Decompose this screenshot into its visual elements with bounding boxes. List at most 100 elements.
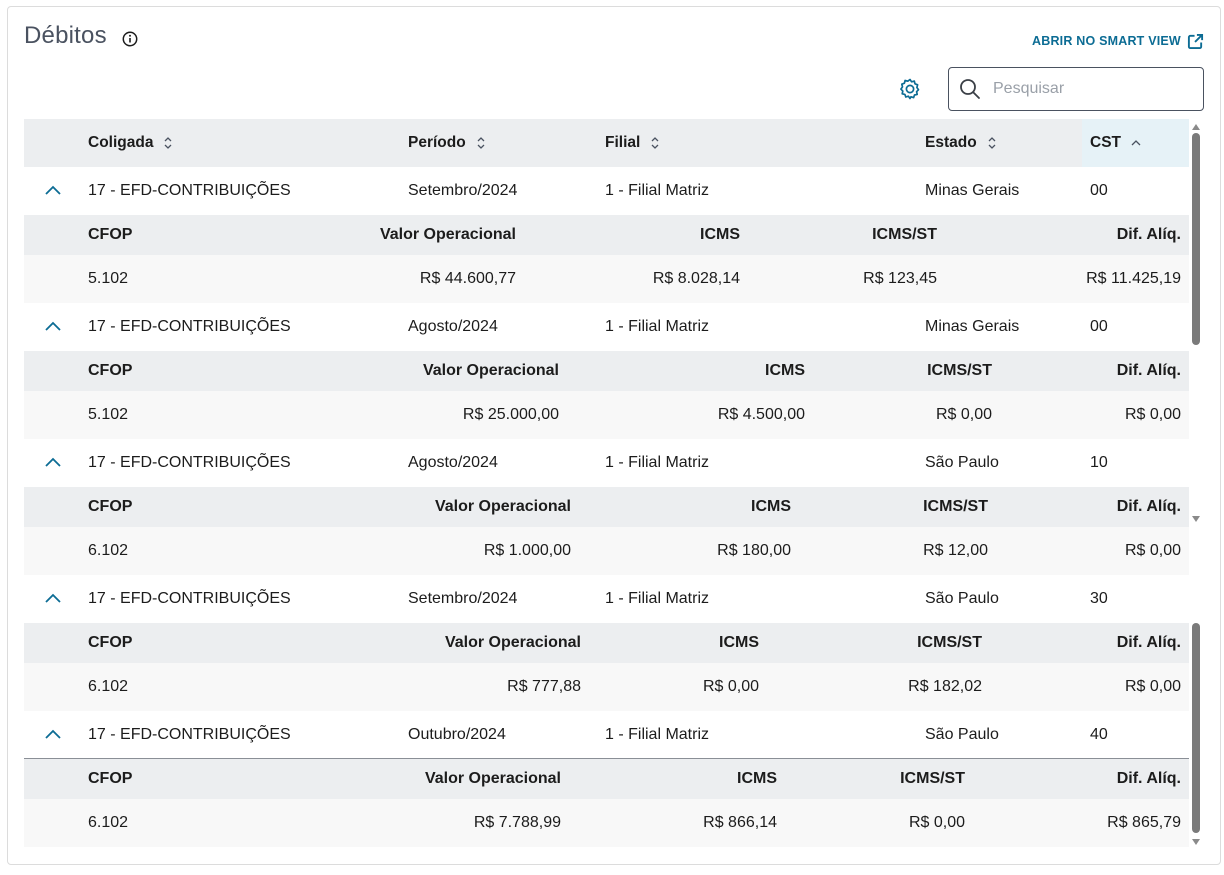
detail-header-icms-st: ICMS/ST — [923, 498, 988, 515]
collapse-row-chevron-up-icon[interactable] — [44, 727, 62, 741]
detail-icms: R$ 866,14 — [703, 814, 777, 831]
detail-header-valor: Valor Operacional — [434, 498, 571, 515]
detail-icms: R$ 4.500,00 — [717, 406, 805, 423]
cell-cst: 00 — [1090, 182, 1108, 199]
search-input[interactable] — [993, 80, 1183, 98]
table-row[interactable]: 17 - EFD-CONTRIBUIÇÕES Outubro/2024 1 - Fi… — [24, 711, 1189, 759]
detail-header: CFOP Valor Operacional ICMS ICMS/ST Dif. Alí… — [24, 759, 1189, 799]
scrollbar-thumb[interactable] — [1192, 133, 1200, 345]
collapse-row-chevron-up-icon[interactable] — [44, 319, 62, 333]
detail-valor: R$ 777,88 — [507, 678, 581, 695]
detail-valor: R$ 44.600,77 — [419, 270, 516, 287]
cell-cst: 40 — [1090, 726, 1108, 743]
detail-row: 6.102 R$ 1.000,00 R$ 180,00 R$ 12,00 R$ 0,00 — [24, 527, 1189, 575]
detail-header-dif: Dif. Alíq. — [1116, 362, 1181, 379]
detail-dif: R$ 0,00 — [1124, 678, 1181, 695]
detail-header-cfop: CFOP — [88, 634, 133, 651]
detail-icms: R$ 8.028,14 — [652, 270, 740, 287]
column-label: Estado — [925, 134, 977, 151]
detail-icms-st: R$ 12,00 — [923, 542, 988, 559]
cell-coligada: 17 - EFD-CONTRIBUIÇÕES — [88, 726, 291, 743]
detail-header-dif: Dif. Alíq. — [1116, 634, 1181, 651]
sort-icon — [164, 137, 172, 149]
detail-row: 5.102 R$ 44.600,77 R$ 8.028,14 R$ 123,45 R$ … — [24, 255, 1189, 303]
cell-periodo: Setembro/2024 — [408, 590, 518, 607]
table-header: Coligada Período Filial Estado CST — [24, 119, 1189, 167]
detail-row: 5.102 R$ 25.000,00 R$ 4.500,00 R$ 0,00 R$ 0,… — [24, 391, 1189, 439]
detail-valor: R$ 1.000,00 — [483, 542, 571, 559]
cell-periodo: Outubro/2024 — [408, 726, 506, 743]
column-header-coligada[interactable]: Coligada — [88, 119, 173, 167]
page-title: Débitos — [24, 22, 107, 49]
detail-header: CFOP Valor Operacional ICMS ICMS/ST Dif. Alí… — [24, 487, 1189, 527]
detail-dif: R$ 865,79 — [1107, 814, 1181, 831]
cell-estado: Minas Gerais — [925, 318, 1020, 335]
sort-icon — [988, 137, 996, 149]
detail-icms-st: R$ 182,02 — [908, 678, 982, 695]
scroll-down-arrow-icon-lower[interactable] — [1191, 838, 1201, 846]
collapse-row-chevron-up-icon[interactable] — [44, 591, 62, 605]
detail-header-valor: Valor Operacional — [422, 362, 559, 379]
smart-view-label: ABRIR NO SMART VIEW — [1032, 34, 1181, 48]
info-icon[interactable] — [122, 31, 138, 47]
detail-row: 6.102 R$ 7.788,99 R$ 866,14 R$ 0,00 R$ 865,7… — [24, 799, 1189, 847]
detail-icms-st: R$ 0,00 — [935, 406, 992, 423]
detail-icms: R$ 180,00 — [717, 542, 791, 559]
detail-dif: R$ 0,00 — [1124, 406, 1181, 423]
detail-dif: R$ 11.425,19 — [1086, 270, 1181, 287]
table-row[interactable]: 17 - EFD-CONTRIBUIÇÕES Agosto/2024 1 - Fil… — [24, 303, 1189, 351]
table-row[interactable]: 17 - EFD-CONTRIBUIÇÕES Agosto/2024 1 - Fil… — [24, 439, 1189, 487]
cell-filial: 1 - Filial Matriz — [605, 590, 710, 607]
row-divider — [24, 758, 1189, 759]
detail-header-valor: Valor Operacional — [424, 770, 561, 787]
scroll-up-arrow-icon[interactable] — [1191, 123, 1201, 131]
column-header-estado[interactable]: Estado — [925, 119, 997, 167]
settings-gear-icon[interactable] — [898, 77, 922, 101]
table-row[interactable]: 17 - EFD-CONTRIBUIÇÕES Setembro/2024 1 - F… — [24, 575, 1189, 623]
cell-filial: 1 - Filial Matriz — [605, 726, 710, 743]
detail-header-valor: Valor Operacional — [379, 226, 516, 243]
detail-header-icms: ICMS — [751, 498, 791, 515]
cell-cst: 10 — [1090, 454, 1108, 471]
collapse-row-chevron-up-icon[interactable] — [44, 183, 62, 197]
search-field[interactable] — [948, 67, 1204, 111]
sort-icon — [651, 137, 659, 149]
cell-filial: 1 - Filial Matriz — [605, 182, 710, 199]
column-header-filial[interactable]: Filial — [605, 119, 660, 167]
external-link-icon — [1187, 33, 1203, 49]
detail-valor: R$ 25.000,00 — [462, 406, 559, 423]
open-smart-view-link[interactable]: ABRIR NO SMART VIEW — [1032, 31, 1204, 51]
detail-header-cfop: CFOP — [88, 362, 133, 379]
cell-estado: São Paulo — [925, 454, 999, 471]
detail-header: CFOP Valor Operacional ICMS ICMS/ST Dif. Alí… — [24, 623, 1189, 663]
detail-row: 6.102 R$ 777,88 R$ 0,00 R$ 182,02 R$ 0,00 — [24, 663, 1189, 711]
detail-cfop: 6.102 — [88, 542, 129, 559]
detail-icms-st: R$ 123,45 — [863, 270, 937, 287]
scroll-down-arrow-icon[interactable] — [1191, 515, 1201, 523]
cell-periodo: Agosto/2024 — [408, 318, 498, 335]
column-label: Filial — [605, 134, 641, 151]
detail-icms: R$ 0,00 — [702, 678, 759, 695]
detail-icms-st: R$ 0,00 — [908, 814, 965, 831]
detail-header-cfop: CFOP — [88, 770, 133, 787]
detail-cfop: 6.102 — [88, 814, 129, 831]
detail-header-icms-st: ICMS/ST — [917, 634, 982, 651]
scrollbar-thumb-lower[interactable] — [1192, 623, 1200, 833]
detail-header-icms: ICMS — [700, 226, 740, 243]
search-icon — [960, 79, 980, 99]
cell-filial: 1 - Filial Matriz — [605, 318, 710, 335]
column-header-periodo[interactable]: Período — [408, 119, 486, 167]
cell-periodo: Setembro/2024 — [408, 182, 518, 199]
detail-header-valor: Valor Operacional — [444, 634, 581, 651]
table-row[interactable]: 17 - EFD-CONTRIBUIÇÕES Setembro/2024 1 - F… — [24, 167, 1189, 215]
cell-coligada: 17 - EFD-CONTRIBUIÇÕES — [88, 590, 291, 607]
detail-header-dif: Dif. Alíq. — [1116, 770, 1181, 787]
detail-header-icms: ICMS — [719, 634, 759, 651]
detail-header-dif: Dif. Alíq. — [1116, 498, 1181, 515]
detail-cfop: 6.102 — [88, 678, 129, 695]
column-label: Período — [408, 134, 466, 151]
collapse-row-chevron-up-icon[interactable] — [44, 455, 62, 469]
cell-estado: São Paulo — [925, 590, 999, 607]
column-label: Coligada — [88, 134, 154, 151]
column-header-cst[interactable]: CST — [1082, 119, 1189, 167]
